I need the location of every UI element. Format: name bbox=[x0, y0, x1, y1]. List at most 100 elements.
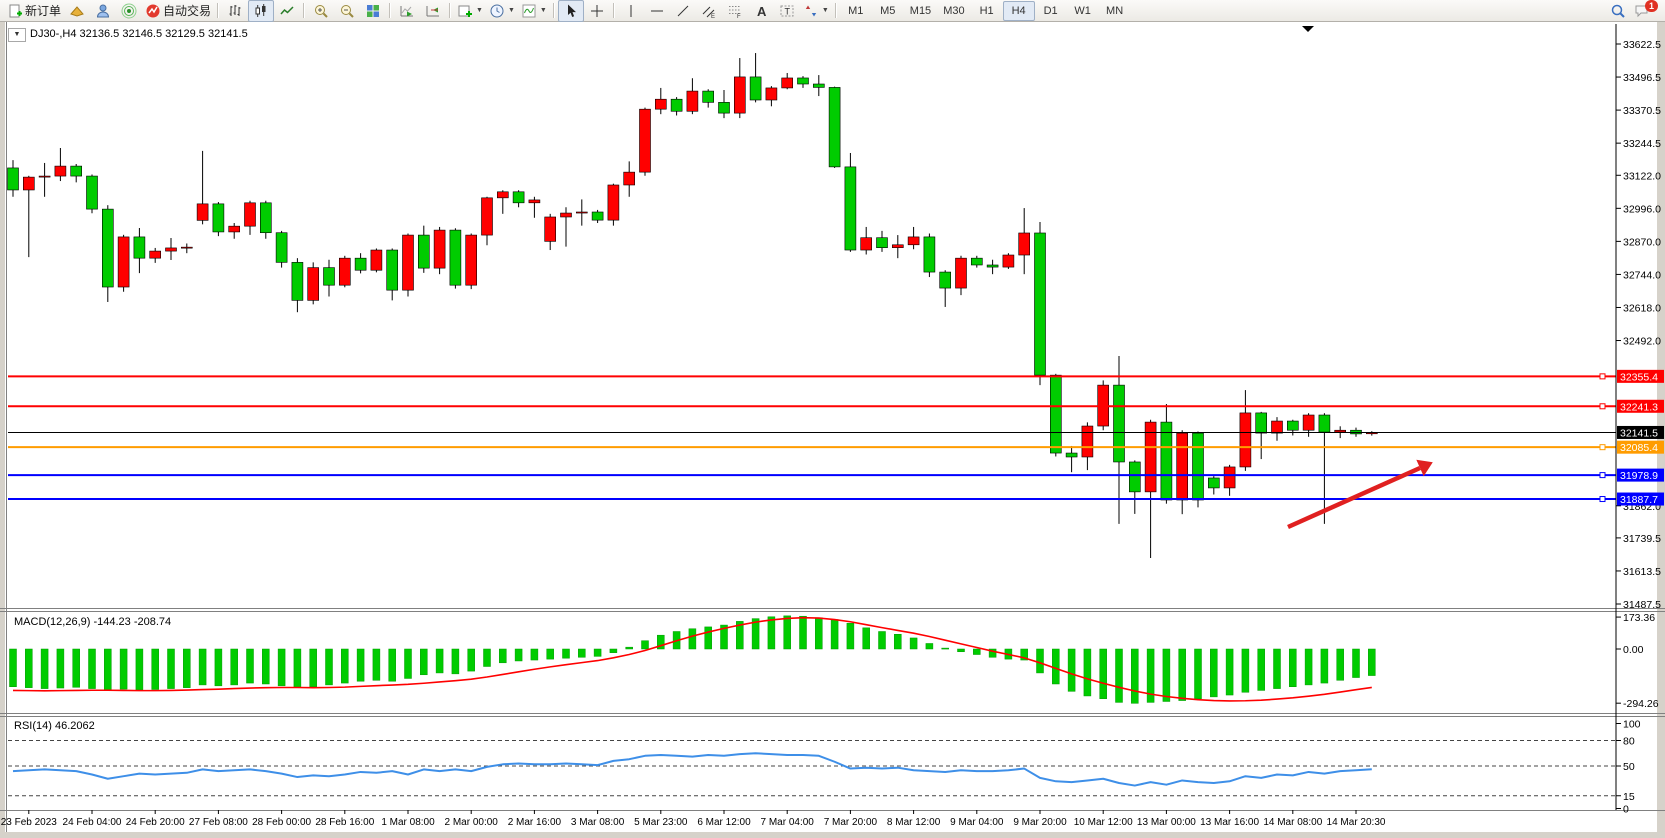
candle-up bbox=[733, 76, 746, 114]
candle-down bbox=[812, 83, 825, 88]
macd-histogram-bar bbox=[198, 648, 207, 686]
time-label[interactable]: 2 Mar 00:00 bbox=[445, 817, 499, 828]
time-label[interactable]: 23 Feb 2023 bbox=[1, 817, 58, 828]
autotrade-icon bbox=[145, 3, 161, 19]
vertical-line-button[interactable] bbox=[618, 0, 644, 22]
candle-down bbox=[275, 232, 288, 263]
macd-histogram-bar bbox=[499, 648, 507, 664]
timeframe-m1-button[interactable]: M1 bbox=[840, 1, 872, 21]
toolbar-separator bbox=[449, 3, 452, 18]
time-label[interactable]: 24 Feb 04:00 bbox=[63, 817, 122, 828]
zoom-in-button[interactable] bbox=[308, 0, 334, 22]
support-line-2-handle[interactable] bbox=[1599, 496, 1606, 503]
macd-histogram-bar bbox=[246, 648, 254, 684]
timeframe-h4-button[interactable]: H4 bbox=[1002, 0, 1035, 21]
timeframe-m30-button[interactable]: M30 bbox=[937, 1, 970, 21]
macd-histogram-bar bbox=[1020, 648, 1028, 661]
cursor-button[interactable] bbox=[557, 0, 584, 22]
channel-icon: E bbox=[701, 3, 717, 19]
new-chart-button[interactable]: ▼ bbox=[454, 0, 486, 22]
time-label[interactable]: 7 Mar 04:00 bbox=[761, 817, 815, 828]
profiles-button[interactable]: ▼ bbox=[486, 0, 518, 22]
new-order-button[interactable]: 新订单 bbox=[4, 0, 64, 22]
time-label[interactable]: 9 Mar 20:00 bbox=[1013, 817, 1067, 828]
candle-up bbox=[496, 191, 509, 199]
time-label[interactable]: 10 Mar 12:00 bbox=[1074, 817, 1133, 828]
timeframe-w1-button[interactable]: W1 bbox=[1067, 1, 1099, 21]
bar-chart-button[interactable] bbox=[222, 0, 248, 22]
clock-icon bbox=[489, 3, 505, 19]
chat-button[interactable]: 1 bbox=[1631, 0, 1661, 22]
time-label[interactable]: 13 Mar 16:00 bbox=[1200, 817, 1259, 828]
indicators-button[interactable]: ▼ bbox=[518, 0, 550, 22]
text-label-button[interactable]: T bbox=[774, 0, 800, 22]
macd-histogram-bar bbox=[815, 617, 823, 650]
time-label[interactable]: 9 Mar 04:00 bbox=[950, 817, 1004, 828]
time-label[interactable]: 7 Mar 20:00 bbox=[824, 817, 878, 828]
search-button[interactable] bbox=[1605, 0, 1631, 22]
one-click-trading-toggle[interactable]: ▼ bbox=[8, 28, 26, 42]
timeframe-mn-button[interactable]: MN bbox=[1099, 1, 1131, 21]
time-label[interactable]: 28 Feb 16:00 bbox=[315, 817, 374, 828]
trend-arrow-annotation[interactable] bbox=[1287, 465, 1421, 530]
price-tick-label: 32618.0 bbox=[1623, 302, 1661, 314]
crosshair-button[interactable] bbox=[584, 0, 610, 22]
timeframe-m5-button[interactable]: M5 bbox=[872, 1, 904, 21]
market-watch-button[interactable] bbox=[64, 0, 90, 22]
zoom-out-button[interactable] bbox=[334, 0, 360, 22]
timeframe-d1-button[interactable]: D1 bbox=[1035, 1, 1067, 21]
support-line-1-handle[interactable] bbox=[1599, 472, 1606, 479]
arrows-button[interactable]: ▼ bbox=[800, 0, 832, 22]
time-label[interactable]: 5 Mar 23:00 bbox=[634, 817, 688, 828]
timeframe-h1-button[interactable]: H1 bbox=[971, 1, 1003, 21]
macd-histogram-bar bbox=[1146, 648, 1155, 703]
time-label[interactable]: 28 Feb 00:00 bbox=[252, 817, 311, 828]
toolbar-separator bbox=[217, 3, 220, 18]
chart-shift-marker[interactable] bbox=[1302, 26, 1314, 32]
chevron-down-icon: ▼ bbox=[507, 7, 515, 14]
candle-down bbox=[70, 165, 82, 177]
community-button[interactable] bbox=[90, 0, 116, 22]
chart-bars-icon bbox=[227, 3, 243, 19]
macd-histogram-bar bbox=[325, 648, 333, 686]
time-label[interactable]: 13 Mar 00:00 bbox=[1137, 817, 1196, 828]
time-label[interactable]: 14 Mar 08:00 bbox=[1263, 817, 1322, 828]
candlestick-chart-button[interactable] bbox=[248, 0, 275, 22]
time-label[interactable]: 8 Mar 12:00 bbox=[887, 817, 941, 828]
macd-histogram-bar bbox=[1352, 648, 1360, 678]
time-label[interactable]: 6 Mar 12:00 bbox=[697, 817, 751, 828]
auto-scroll-button[interactable] bbox=[394, 0, 420, 22]
horizontal-line-button[interactable] bbox=[644, 0, 670, 22]
toolbar-separator bbox=[303, 3, 306, 18]
auto-trading-button[interactable]: 自动交易 bbox=[142, 0, 214, 22]
line-chart-button[interactable] bbox=[274, 0, 300, 22]
candle-down bbox=[1208, 477, 1220, 489]
time-label[interactable]: 14 Mar 20:30 bbox=[1327, 817, 1386, 828]
equidistant-channel-button[interactable]: E bbox=[696, 0, 722, 22]
tile-windows-button[interactable] bbox=[360, 0, 386, 22]
candle-down bbox=[102, 208, 114, 288]
time-label[interactable]: 3 Mar 08:00 bbox=[571, 817, 625, 828]
time-label[interactable]: 27 Feb 08:00 bbox=[189, 817, 248, 828]
macd-histogram-bar bbox=[435, 648, 444, 674]
chart-shift-button[interactable] bbox=[420, 0, 446, 22]
macd-histogram-bar bbox=[894, 634, 902, 650]
hline-icon bbox=[649, 3, 665, 19]
resistance-line-1-handle[interactable] bbox=[1599, 373, 1606, 380]
time-label[interactable]: 24 Feb 20:00 bbox=[126, 817, 185, 828]
macd-histogram-bar bbox=[562, 648, 570, 659]
trendline-button[interactable] bbox=[670, 0, 696, 22]
pivot-line-handle[interactable] bbox=[1599, 444, 1606, 451]
text-button[interactable]: A bbox=[748, 0, 774, 22]
time-label[interactable]: 1 Mar 08:00 bbox=[381, 817, 435, 828]
fibonacci-button[interactable]: F bbox=[722, 0, 748, 22]
timeframe-m15-button[interactable]: M15 bbox=[904, 1, 937, 21]
macd-tick-label: -294.26 bbox=[1623, 698, 1659, 710]
resistance-line-2-handle[interactable] bbox=[1599, 403, 1606, 410]
signals-button[interactable] bbox=[116, 0, 142, 22]
rsi-tick-label: 80 bbox=[1623, 736, 1635, 748]
time-label[interactable]: 2 Mar 16:00 bbox=[508, 817, 562, 828]
price-tick-label: 31487.5 bbox=[1623, 599, 1661, 611]
candle-down bbox=[828, 87, 841, 168]
